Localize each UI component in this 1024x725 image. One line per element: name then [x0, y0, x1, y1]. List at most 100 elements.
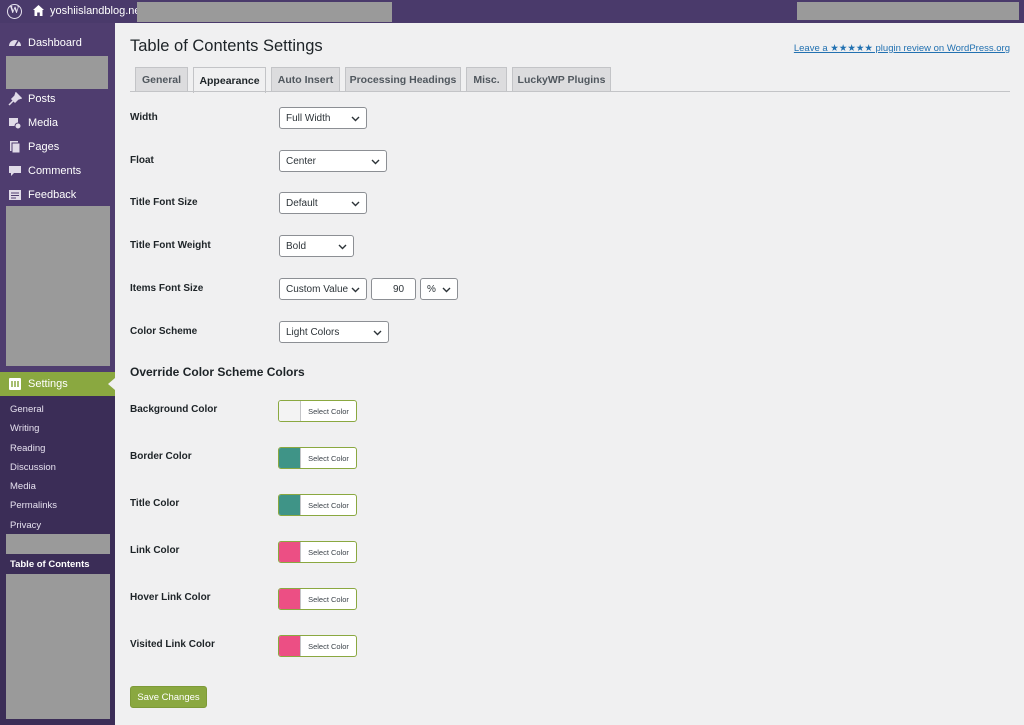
hover-link-color-label: Hover Link Color: [130, 592, 211, 603]
submenu-item-media[interactable]: Media: [10, 481, 36, 492]
submenu-item-permalinks[interactable]: Permalinks: [10, 500, 57, 511]
link-color-button[interactable]: Select Color: [278, 541, 357, 563]
hover-link-color-button[interactable]: Select Color: [278, 588, 357, 610]
feedback-icon: [9, 190, 21, 200]
menu-item-comments[interactable]: Comments: [0, 159, 115, 183]
menu-item-label: Feedback: [28, 189, 77, 201]
redacted-area: [797, 2, 1019, 20]
title-font-weight-select[interactable]: Bold: [279, 235, 354, 257]
menu-item-feedback[interactable]: Feedback: [0, 183, 115, 207]
title-font-size-label: Title Font Size: [130, 197, 198, 208]
menu-item-label: Dashboard: [28, 37, 82, 49]
submenu-item-general[interactable]: General: [10, 404, 44, 415]
items-font-size-number: 90: [392, 283, 405, 295]
items-font-size-unit: %: [427, 283, 436, 295]
color-swatch: [279, 636, 301, 656]
tabs-divider: [130, 91, 1010, 92]
border-color-label: Border Color: [130, 451, 192, 462]
items-font-size-label: Items Font Size: [130, 283, 204, 294]
title-color-button[interactable]: Select Color: [278, 494, 357, 516]
redacted-area: [6, 206, 110, 366]
menu-item-media[interactable]: Media: [0, 111, 115, 135]
menu-item-posts[interactable]: Posts: [0, 87, 115, 111]
submenu-item-table-of-contents[interactable]: Table of Contents: [10, 559, 90, 570]
tab-luckywp-plugins[interactable]: LuckyWP Plugins: [512, 67, 611, 92]
comment-icon: [9, 166, 21, 176]
title-font-size-value: Default: [286, 197, 318, 209]
tab-misc[interactable]: Misc.: [466, 67, 507, 92]
menu-item-dashboard[interactable]: Dashboard: [0, 31, 115, 55]
redacted-area: [6, 534, 110, 554]
pages-icon: [10, 141, 21, 154]
color-scheme-label: Color Scheme: [130, 326, 198, 337]
tab-appearance[interactable]: Appearance: [193, 67, 266, 93]
submenu-item-discussion[interactable]: Discussion: [10, 462, 56, 473]
review-link[interactable]: Leave a ★★★★★ plugin review on WordPress…: [793, 43, 1010, 54]
media-icon: [9, 118, 22, 130]
chevron-down-icon: [442, 287, 451, 293]
pin-icon: [8, 92, 22, 106]
menu-item-label: Comments: [28, 165, 82, 177]
background-color-button[interactable]: Select Color: [278, 400, 357, 422]
tab-processing-headings[interactable]: Processing Headings: [345, 67, 461, 92]
wordpress-logo-icon[interactable]: W: [7, 4, 22, 19]
chevron-down-icon: [351, 116, 360, 122]
color-scheme-select[interactable]: Light Colors: [279, 321, 389, 343]
width-select-value: Full Width: [286, 112, 331, 124]
title-font-weight-label: Title Font Weight: [130, 240, 211, 251]
items-font-size-select[interactable]: Custom Value: [279, 278, 367, 300]
width-select[interactable]: Full Width: [279, 107, 367, 129]
current-menu-arrow: [108, 378, 115, 390]
submenu-item-reading[interactable]: Reading: [10, 443, 46, 454]
float-label: Float: [130, 155, 154, 166]
items-font-size-unit-select[interactable]: %: [420, 278, 458, 300]
main-content: Table of Contents Settings Leave a ★★★★★…: [115, 23, 1024, 725]
color-swatch: [279, 589, 301, 609]
color-swatch: [279, 495, 301, 515]
background-color-label: Background Color: [130, 404, 218, 415]
visited-link-color-label: Visited Link Color: [130, 639, 215, 650]
color-swatch: [279, 542, 301, 562]
chevron-down-icon: [338, 244, 347, 250]
width-label: Width: [130, 112, 158, 123]
title-font-size-select[interactable]: Default: [279, 192, 367, 214]
select-color-label: Select Color: [308, 453, 349, 463]
dashboard-icon: [9, 40, 21, 47]
menu-item-label: Settings: [28, 378, 68, 390]
title-color-label: Title Color: [130, 498, 180, 509]
select-color-label: Select Color: [308, 594, 349, 604]
tab-auto-insert[interactable]: Auto Insert: [271, 67, 340, 92]
redacted-area: [6, 574, 110, 719]
menu-item-label: Pages: [28, 141, 60, 153]
items-font-size-number-input[interactable]: 90: [371, 278, 416, 300]
menu-item-pages[interactable]: Pages: [0, 135, 115, 159]
menu-item-label: Posts: [28, 93, 56, 105]
color-swatch: [279, 401, 301, 421]
color-swatch: [279, 448, 301, 468]
chevron-down-icon: [371, 159, 380, 165]
save-changes-button[interactable]: Save Changes: [130, 686, 207, 708]
select-color-label: Select Color: [308, 547, 349, 557]
redacted-area: [137, 2, 392, 22]
settings-icon: [9, 378, 21, 390]
submenu-item-writing[interactable]: Writing: [10, 423, 40, 434]
admin-sidebar: Dashboard Posts Media Pages Comments Fee…: [0, 23, 115, 725]
color-scheme-value: Light Colors: [286, 326, 340, 338]
site-name-link[interactable]: yoshiislandblog.net: [50, 5, 144, 17]
settings-submenu: General Writing Reading Discussion Media…: [0, 396, 115, 725]
visited-link-color-button[interactable]: Select Color: [278, 635, 357, 657]
link-color-label: Link Color: [130, 545, 180, 556]
border-color-button[interactable]: Select Color: [278, 447, 357, 469]
home-icon[interactable]: [32, 4, 45, 17]
submenu-item-privacy[interactable]: Privacy: [10, 520, 42, 531]
menu-item-settings[interactable]: Settings: [0, 372, 115, 396]
tab-general[interactable]: General: [135, 67, 188, 92]
redacted-area: [6, 56, 108, 89]
menu-item-label: Media: [28, 117, 58, 129]
page-title: Table of Contents Settings: [130, 37, 323, 55]
float-select[interactable]: Center: [279, 150, 387, 172]
title-font-weight-value: Bold: [286, 240, 307, 252]
select-color-label: Select Color: [308, 406, 349, 416]
items-font-size-value: Custom Value: [286, 283, 349, 295]
float-select-value: Center: [286, 155, 317, 167]
